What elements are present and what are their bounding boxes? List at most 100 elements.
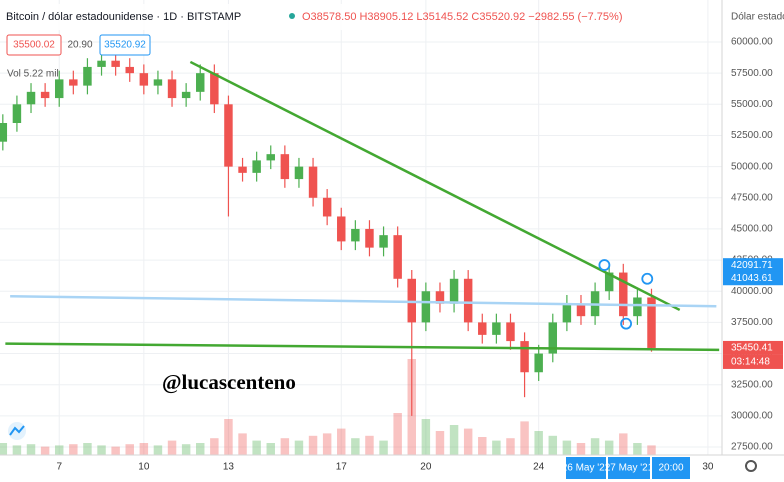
volume-bar xyxy=(520,421,529,455)
volume-bar xyxy=(337,428,346,455)
candle-body xyxy=(407,278,416,323)
volume-bar xyxy=(83,443,92,455)
header-bg xyxy=(0,4,420,30)
volume-bar xyxy=(12,445,22,455)
volume-bar xyxy=(548,435,558,455)
candle-body xyxy=(26,91,36,105)
x-tick-label: 10 xyxy=(138,462,150,473)
volume-bar xyxy=(576,443,586,455)
candle-body xyxy=(294,166,304,180)
candle-body xyxy=(619,272,628,317)
candle-body xyxy=(0,123,8,142)
buy-box[interactable] xyxy=(99,34,151,56)
volume-bar xyxy=(308,435,318,455)
candle-body xyxy=(238,166,247,173)
volume-bar xyxy=(365,435,374,455)
x-tick-label: 17 xyxy=(336,462,348,473)
crosshair-label: 20:00 xyxy=(658,463,683,474)
price-tag-label: 42091.71 xyxy=(731,260,773,271)
candle-body xyxy=(393,235,402,279)
plot-area xyxy=(0,0,722,455)
volume-bar xyxy=(393,413,402,455)
volume-bar xyxy=(97,445,106,455)
volume-bar xyxy=(252,440,261,455)
y-tick-label: 45000.00 xyxy=(731,224,773,235)
settings-icon[interactable] xyxy=(745,460,757,472)
candle-body xyxy=(435,291,445,304)
volume-bar xyxy=(534,431,543,455)
volume-bar xyxy=(449,425,459,455)
crosshair-box xyxy=(566,457,606,479)
volume-bar xyxy=(379,440,388,455)
volume-bar xyxy=(210,438,219,455)
candle-body xyxy=(421,291,431,323)
candle-body xyxy=(337,216,346,242)
price-axis-title: Dólar estado xyxy=(731,12,784,23)
volume-bar xyxy=(280,438,290,455)
y-tick-label: 27500.00 xyxy=(731,442,773,453)
spread: 20.90 xyxy=(67,40,92,51)
volume-bar xyxy=(590,438,600,455)
volume-bar xyxy=(619,433,628,455)
candle-body xyxy=(54,79,64,99)
sell-price: 35500.02 xyxy=(13,40,55,51)
candle-body xyxy=(111,60,120,67)
price-tag-label: 41043.61 xyxy=(731,273,773,284)
candle-body xyxy=(224,104,233,167)
volume-bar xyxy=(633,443,642,455)
candle-body xyxy=(69,79,78,86)
y-tick-label: 50000.00 xyxy=(731,161,773,172)
candle-body xyxy=(463,278,473,323)
y-tick-label: 32500.00 xyxy=(731,379,773,390)
candle-body xyxy=(40,91,50,99)
countdown-box xyxy=(723,354,783,369)
candle-body xyxy=(167,79,177,99)
volume-bar xyxy=(294,440,304,455)
candle-body xyxy=(647,297,656,348)
marker xyxy=(620,317,633,330)
axes: 27500.0030000.0032500.0035000.0037500.00… xyxy=(56,37,783,473)
volume-bar xyxy=(238,433,247,455)
volume-bar xyxy=(181,444,191,455)
symbol: Bitcoin / dólar estadounidense · 1D · BI… xyxy=(6,11,241,23)
volume-bar xyxy=(139,443,149,455)
y-tick-label: 37500.00 xyxy=(731,317,773,328)
crosshair-box xyxy=(608,457,650,479)
candle-body xyxy=(252,160,261,173)
candle-body xyxy=(548,322,558,354)
volume-bar xyxy=(196,443,205,455)
x-tick-label: 24 xyxy=(533,462,545,473)
crosshair-box xyxy=(652,457,690,479)
candle-body xyxy=(365,228,374,248)
candle-body xyxy=(562,303,572,323)
marker xyxy=(641,272,654,285)
x-tick-label: 30 xyxy=(702,462,714,473)
candle-body xyxy=(83,66,92,86)
candle-body xyxy=(181,91,191,99)
trend-line xyxy=(10,294,717,308)
volume-bar xyxy=(604,440,614,455)
sell-box[interactable] xyxy=(6,34,62,56)
volume-bar xyxy=(492,440,501,455)
y-tick-label: 57500.00 xyxy=(731,68,773,79)
volume-label: Vol 5.22 mil xyxy=(7,69,59,80)
y-tick-label: 60000.00 xyxy=(731,37,773,48)
volume-bar xyxy=(0,443,8,455)
y-tick-label: 52500.00 xyxy=(731,130,773,141)
candle-body xyxy=(210,73,219,105)
candle-body xyxy=(534,353,543,373)
candle-body xyxy=(506,322,515,342)
trend-line xyxy=(5,342,720,352)
volume-bar xyxy=(224,419,233,455)
crosshair-label: 27 May '21 xyxy=(605,463,654,474)
candle-body xyxy=(266,154,275,161)
volume-bar xyxy=(266,443,275,455)
volume-bar xyxy=(111,446,120,455)
x-tick-label: 13 xyxy=(223,462,235,473)
countdown: 03:14:48 xyxy=(731,357,770,368)
volume-bar xyxy=(26,444,36,455)
candle-body xyxy=(153,79,163,86)
crosshair-label: 26 May '21 xyxy=(562,463,611,474)
volume-bar xyxy=(351,438,360,455)
